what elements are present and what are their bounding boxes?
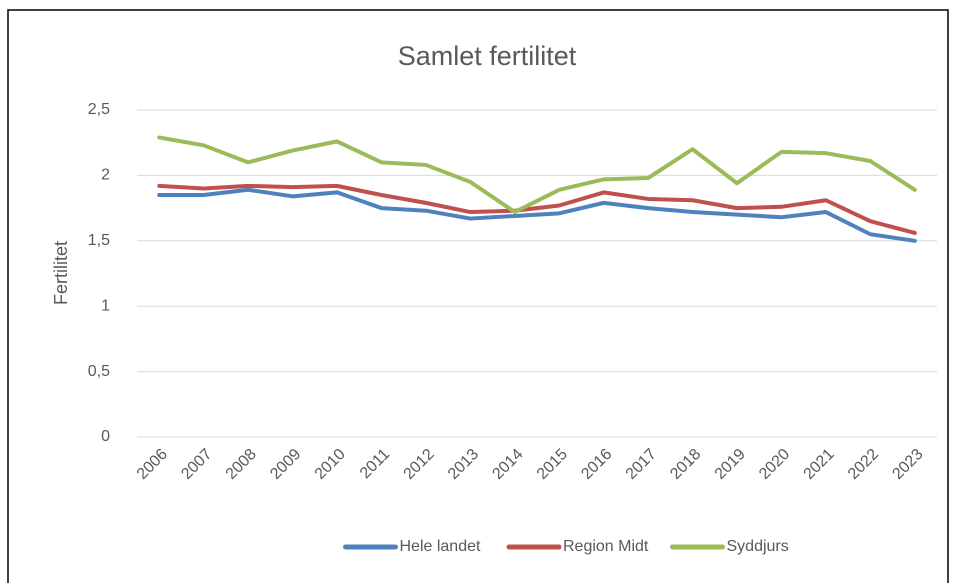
line-series bbox=[157, 135, 917, 215]
y-tick-label: 0,5 bbox=[88, 363, 110, 380]
legend-label: Hele landet bbox=[400, 538, 482, 555]
chart-title: Samlet fertilitet bbox=[398, 41, 577, 71]
y-tick-label: 0 bbox=[101, 428, 110, 445]
legend-label: Syddjurs bbox=[727, 538, 789, 555]
line-series bbox=[157, 187, 917, 243]
line-series bbox=[157, 183, 917, 235]
y-axis-label: Fertilitet bbox=[51, 241, 71, 305]
chart-frame bbox=[7, 9, 949, 583]
legend-label: Region Midt bbox=[563, 538, 649, 555]
y-tick-label: 2,5 bbox=[88, 101, 110, 118]
y-tick-label: 2 bbox=[101, 167, 110, 184]
y-tick-label: 1,5 bbox=[88, 232, 110, 249]
y-tick-label: 1 bbox=[101, 297, 110, 314]
